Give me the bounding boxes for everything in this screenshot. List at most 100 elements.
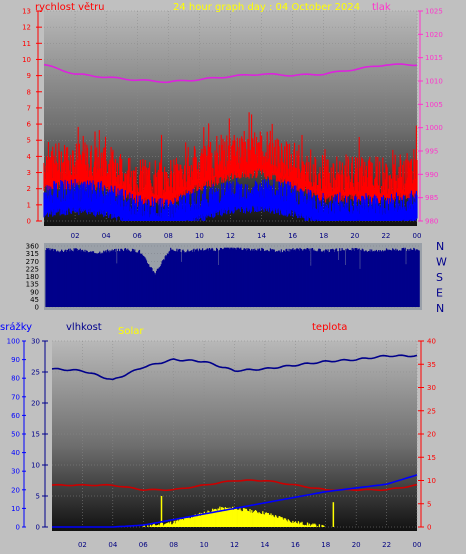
temperature-tick-label: 15	[427, 454, 436, 462]
wind-x-tick-label: 16	[288, 232, 297, 240]
wind-x-tick-label: 10	[195, 232, 204, 240]
pressure-tick-label: 1025	[425, 8, 443, 16]
bottom-x-tick-label: 02	[78, 541, 87, 549]
direction-tick-label: 135	[26, 281, 39, 289]
direction-tick-label: 180	[26, 273, 39, 281]
bottom-panel-background	[52, 341, 417, 531]
direction-tick-label: 315	[26, 250, 39, 258]
bottom-x-tick-label: 22	[382, 541, 391, 549]
humidity-label: vlhkost	[66, 322, 102, 333]
wind-x-tick-label: 08	[164, 232, 173, 240]
rain-tick-label: 10	[11, 505, 20, 513]
rain-tick-label: 30	[11, 468, 20, 476]
pressure-tick-label: 995	[425, 148, 438, 156]
temperature-line	[51, 479, 418, 492]
pressure-tick-label: 990	[425, 171, 438, 179]
direction-bars	[45, 247, 420, 307]
pressure-tick-label: 1010	[425, 78, 443, 86]
humidity-tick-label: 30	[31, 338, 40, 346]
humidity-axis: 0 5 10 15 20 25 30	[31, 338, 48, 532]
direction-tick-label: 45	[30, 296, 39, 304]
bottom-x-tick-label: 16	[291, 541, 300, 549]
pressure-tick-label: 1020	[425, 31, 443, 39]
pressure-tick-label: 1015	[425, 54, 443, 62]
wind-left-tick-label: 3	[27, 169, 31, 177]
wind-left-tick-label: 9	[27, 72, 31, 80]
wind-left-tick-label: 2	[27, 185, 31, 193]
rain-tick-label: 50	[11, 431, 20, 439]
rain-tick-label: 80	[11, 375, 20, 383]
wind-x-tick-label: 02	[71, 232, 80, 240]
wind-series-group	[43, 63, 418, 221]
direction-tick-label: 225	[26, 265, 39, 273]
wind-left-tick-label: 1	[27, 201, 31, 209]
bottom-panel-grid	[52, 340, 418, 528]
bottom-x-tick-label: 06	[139, 541, 148, 549]
wind-left-tick-label: 5	[27, 137, 31, 145]
wind-left-tick-label: 8	[27, 88, 31, 96]
wind-x-tick-label: 20	[350, 232, 359, 240]
temperature-tick-label: 20	[427, 431, 436, 439]
compass-s-label: S	[436, 271, 443, 284]
rain-line	[52, 474, 418, 528]
wind-left-tick-label: 6	[27, 121, 32, 129]
wind-left-tick-label: 10	[22, 56, 31, 64]
temperature-tick-label: 10	[427, 477, 436, 485]
rain-tick-label: 20	[11, 486, 20, 494]
rain-tick-label: 60	[11, 412, 20, 420]
bottom-x-tick-label: 10	[200, 541, 209, 549]
humidity-tick-label: 20	[31, 400, 40, 408]
compass-n-label: N	[436, 302, 444, 315]
wind-left-tick-label: 7	[27, 104, 31, 112]
compass-e-label: E	[436, 287, 443, 300]
wind-x-tick-label: 14	[257, 232, 266, 240]
rain-tick-label: 40	[11, 449, 20, 457]
humidity-tick-label: 10	[31, 462, 40, 470]
bottom-x-tick-label: 18	[321, 541, 330, 549]
direction-tick-label: 270	[26, 258, 39, 266]
wind-speed-label: rychlost větru	[35, 1, 105, 13]
pressure-line	[43, 63, 418, 84]
bottom-x-tick-label: 08	[169, 541, 178, 549]
pressure-tick-label: 980	[425, 218, 438, 226]
bottom-x-tick-label: 12	[230, 541, 239, 549]
solar-label: Solar	[118, 326, 144, 337]
bottom-x-axis: 02 04 06 08 10 12 14 16 18 20 22 00	[78, 541, 422, 549]
humidity-tick-label: 25	[31, 369, 40, 377]
wind-x-tick-label: 04	[102, 232, 111, 240]
compass-w-label: W	[436, 256, 447, 269]
compass-n-label: N	[436, 240, 444, 253]
wind-left-tick-label: 13	[22, 8, 31, 16]
direction-tick-label: 90	[30, 288, 39, 296]
rain-tick-label: 90	[11, 356, 20, 364]
bottom-x-tick-label: 14	[260, 541, 269, 549]
bottom-x-tick-label: 00	[413, 541, 422, 549]
rain-axis: 0 10 20 30 40 50 60 70 80 90 100	[7, 338, 26, 532]
temperature-tick-label: 40	[427, 338, 436, 346]
pressure-label: tlak	[372, 2, 391, 13]
wind-x-axis: 02 04 06 08 10 12 14 16 18 20 22 00	[71, 232, 422, 240]
wind-left-tick-label: 4	[27, 153, 32, 161]
chart-title: 24 hour graph day : 04 October 2024	[173, 2, 360, 13]
humidity-line	[51, 354, 418, 381]
pressure-tick-label: 985	[425, 194, 438, 202]
temperature-tick-label: 30	[427, 384, 436, 392]
wind-left-tick-label: 0	[27, 218, 31, 226]
temperature-tick-label: 0	[427, 524, 431, 532]
wind-x-tick-label: 06	[133, 232, 142, 240]
rain-label: srážky	[0, 321, 32, 333]
temperature-tick-label: 5	[427, 500, 431, 508]
humidity-tick-label: 0	[36, 524, 40, 532]
rain-tick-label: 0	[16, 524, 20, 532]
bottom-series-group	[51, 354, 418, 528]
humidity-tick-label: 15	[31, 431, 40, 439]
rain-tick-label: 70	[11, 393, 20, 401]
wind-x-tick-label: 22	[381, 232, 390, 240]
humidity-tick-label: 5	[36, 493, 40, 501]
temperature-axis: 0 5 10 15 20 25 30 35 40	[418, 338, 436, 532]
direction-tick-label: 0	[35, 304, 39, 312]
